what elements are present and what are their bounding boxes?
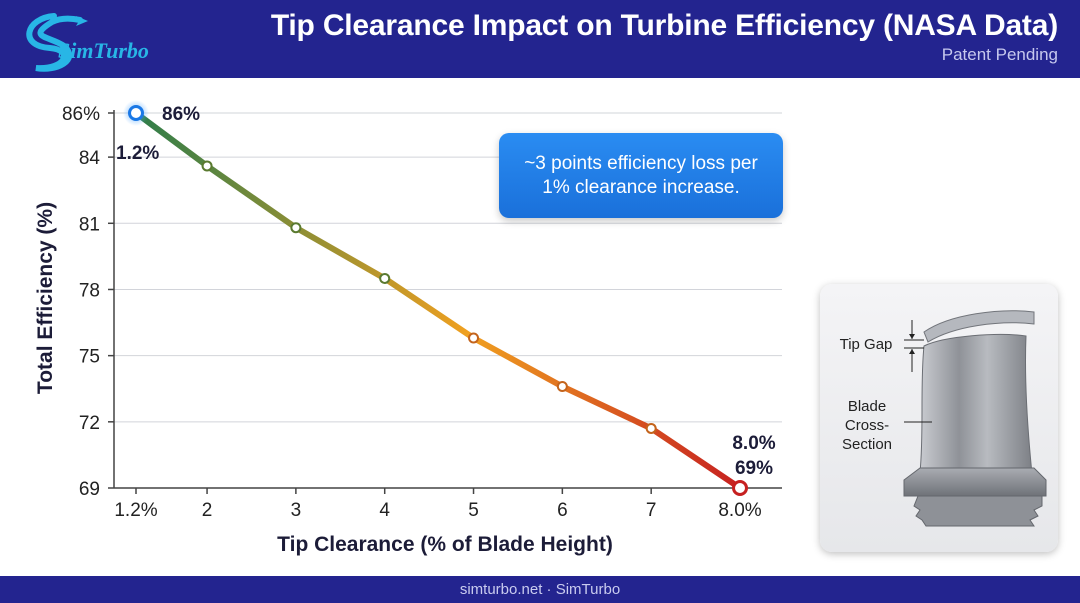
efficiency-chart: 69 72 75 78 81 84 86% 1.2% 2 3 4 5 6 7 8.0% Tip Clear… [34,100,782,556]
data-point [556,381,568,393]
y-tick-label: 75 [79,347,100,368]
data-point [645,422,657,434]
cross-section-label-line-3: Section [842,436,892,453]
y-axis-label: Total Efficiency (%) [34,202,57,394]
tip-gap-label: Tip Gap [840,336,893,353]
footer-text: simturbo.net · SimTurbo [459,581,621,598]
turbine-blade-illustration: Tip Gap Blade Cross- Section [840,310,1047,527]
data-point [468,332,480,344]
header-bar: SimTurbo Tip Clearance Impact on Turbine… [0,0,1080,78]
blade-airfoil-icon [919,333,1033,477]
y-tick-label: 84 [79,148,101,169]
y-tick-label: 81 [79,214,100,235]
x-tick-label: 5 [468,500,479,521]
fir-tree-root-icon [913,495,1043,527]
logo-swoosh-icon [26,13,83,72]
y-tick-label: 86% [62,104,100,125]
x-axis-label: Tip Clearance (% of Blade Height) [277,533,613,556]
x-tick-layer: 1.2% 2 3 4 5 6 7 8.0% [114,488,762,521]
data-point [290,222,302,234]
arrow-down-icon [909,334,915,339]
start-value-label: 86% [162,104,200,125]
x-tick-label: 7 [646,500,657,521]
cross-section-label-line-1: Blade [848,398,886,415]
data-point [379,272,391,284]
x-tick-label: 1.2% [114,500,157,521]
footer-bar: simturbo.net · SimTurbo [0,576,1080,603]
x-tick-label: 8.0% [718,500,761,521]
series-line [133,110,743,491]
cross-section-label-line-2: Cross- [845,417,889,434]
shroud-ring-icon [923,310,1035,343]
start-clearance-label: 1.2% [116,143,159,164]
logo-text: SimTurbo [58,38,149,63]
y-tick-label: 78 [79,280,100,301]
data-point [201,160,213,172]
page-subtitle: Patent Pending [941,45,1058,64]
y-tick-label: 69 [79,479,100,500]
efficiency-loss-callout: ~3 points efficiency loss per 1% clearan… [499,133,783,218]
blade-root-platform-icon [903,467,1047,497]
y-tick-label: 72 [79,413,100,434]
logo-plane-icon [76,16,88,26]
y-tick-layer: 69 72 75 78 81 84 86% [62,104,114,500]
simturbo-logo: SimTurbo [26,13,149,72]
page-title: Tip Clearance Impact on Turbine Efficien… [270,9,1058,42]
blade-illustration-card: Tip Gap Blade Cross- Section [820,284,1058,552]
data-point [128,105,144,121]
x-tick-label: 6 [557,500,568,521]
x-tick-label: 3 [291,500,302,521]
data-point [732,480,748,496]
x-tick-label: 4 [379,500,390,521]
arrow-up-icon [909,349,915,354]
end-value-label: 69% [735,458,773,479]
grid-layer [114,112,782,423]
point-layer [123,100,748,496]
x-tick-label: 2 [202,500,213,521]
end-clearance-label: 8.0% [732,433,775,454]
